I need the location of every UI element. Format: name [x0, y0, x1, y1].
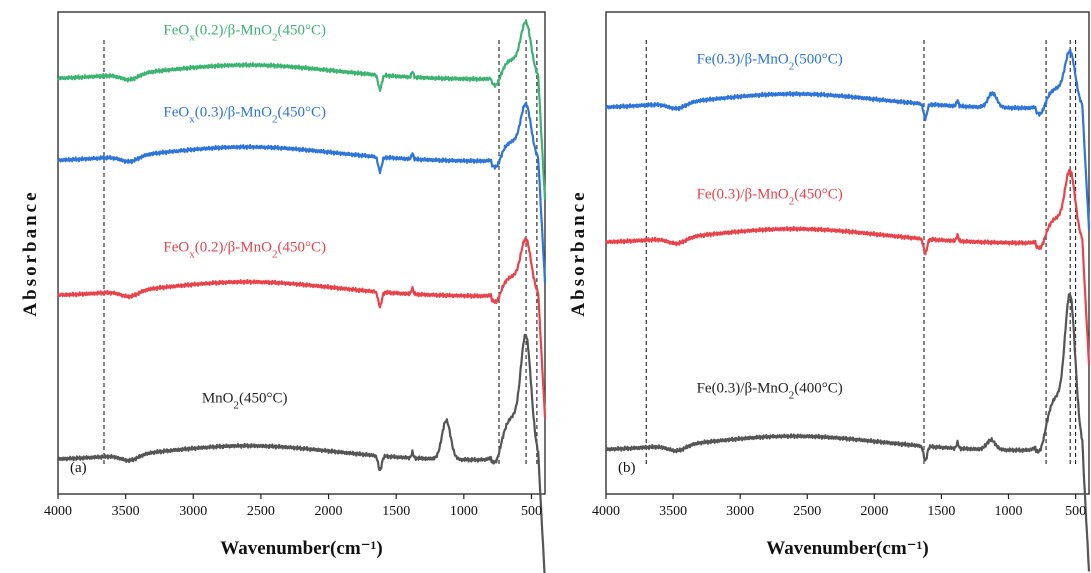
x-tick-label: 3500: [112, 504, 140, 519]
series-label: FeOx(0.2)/β-MnO2(450°C): [163, 22, 326, 43]
x-tick-label: 2000: [315, 504, 343, 519]
panel-letter: (a): [70, 460, 87, 476]
y-axis-label: Absorbance: [20, 189, 41, 316]
series-line: [56, 333, 546, 573]
series-label: FeOx(0.2)/β-MnO2(450°C): [163, 239, 326, 260]
plot-frame: [605, 11, 1090, 495]
series-line: [604, 293, 1091, 572]
series-label: FeOx(0.3)/β-MnO2(450°C): [163, 104, 326, 125]
y-axis-label: Absorbance: [568, 189, 589, 316]
x-tick-label: 1000: [995, 504, 1023, 519]
series-line: [56, 237, 547, 419]
x-tick-label: 2500: [247, 504, 275, 519]
series-label: Fe(0.3)/β-MnO2(400°C): [697, 381, 843, 402]
x-tick-label: 2000: [860, 504, 888, 519]
x-tick-label: 1000: [450, 504, 478, 519]
x-tick-label: 1500: [927, 504, 955, 519]
series-line: [57, 19, 547, 200]
x-tick-label: 500: [1065, 504, 1086, 519]
panel-a: MnO2(450°C) FeOx(0.2)/β-MnO2(450°C) FeOx(0…: [20, 11, 547, 573]
x-tick-label: 4000: [44, 504, 72, 519]
series-line: [604, 168, 1091, 366]
plot-frame: [57, 11, 546, 495]
series-label: MnO2(450°C): [202, 390, 288, 411]
x-tick-label: 4000: [592, 504, 620, 519]
x-axis-label: Wavenumber(cm⁻¹): [766, 538, 928, 559]
panel-letter: (b): [618, 460, 636, 476]
x-tick-label: 2500: [793, 504, 821, 519]
x-tick-label: 1500: [382, 504, 410, 519]
series-line: [57, 101, 547, 283]
x-tick-label: 3000: [726, 504, 754, 519]
series-label: Fe(0.3)/β-MnO2(450°C): [697, 186, 843, 207]
x-tick-label: 500: [521, 504, 542, 519]
series-line: [605, 48, 1091, 230]
x-tick-label: 3000: [179, 504, 207, 519]
x-axis-label: Wavenumber(cm⁻¹): [220, 538, 382, 559]
panel-b: Fe(0.3)/β-MnO2(400°C) Fe(0.3)/β-MnO2(450°…: [568, 11, 1091, 572]
x-tick-label: 3500: [659, 504, 687, 519]
series-label: Fe(0.3)/β-MnO2(500°C): [697, 51, 843, 72]
